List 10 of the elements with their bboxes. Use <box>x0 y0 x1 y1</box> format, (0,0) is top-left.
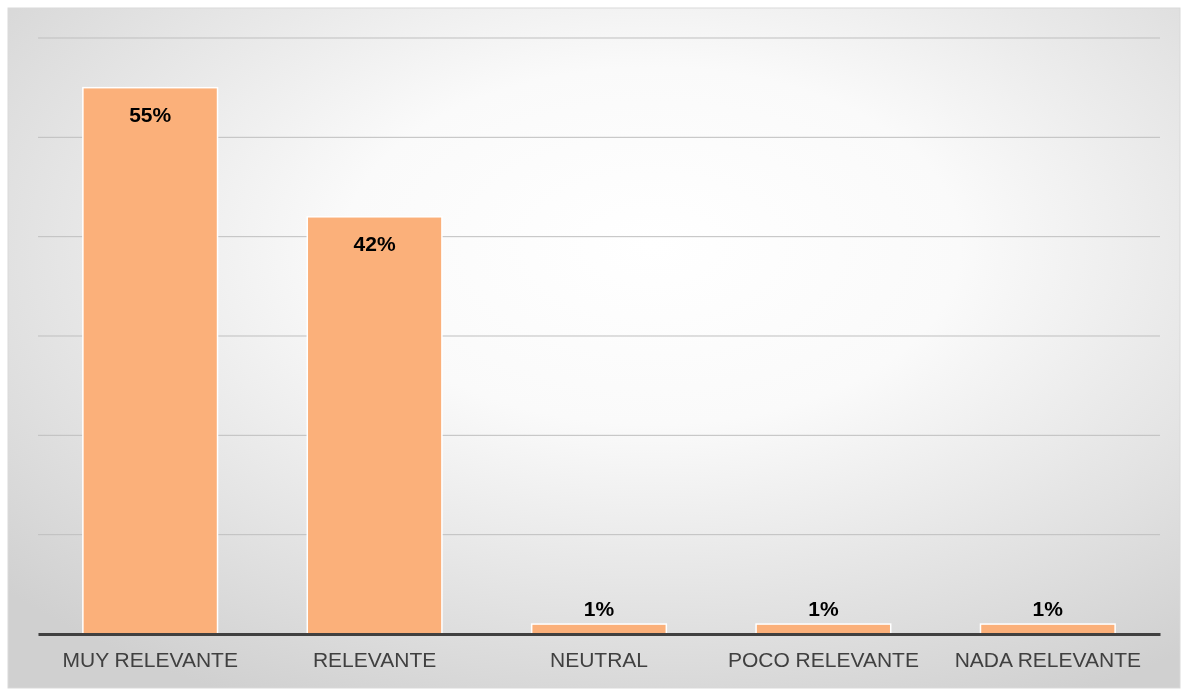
x-tick-label: NEUTRAL <box>549 647 649 671</box>
x-tick-label: MUY RELEVANTE <box>62 647 238 671</box>
x-tick-label: POCO RELEVANTE <box>727 647 919 671</box>
data-label: 1% <box>808 597 839 621</box>
data-label: 1% <box>1032 597 1064 621</box>
data-label: 55% <box>129 102 172 126</box>
x-tick-label: NADA RELEVANTE <box>954 647 1141 671</box>
data-label: 42% <box>353 231 396 255</box>
x-tick-label: RELEVANTE <box>312 647 437 671</box>
data-label: 1% <box>583 597 615 621</box>
